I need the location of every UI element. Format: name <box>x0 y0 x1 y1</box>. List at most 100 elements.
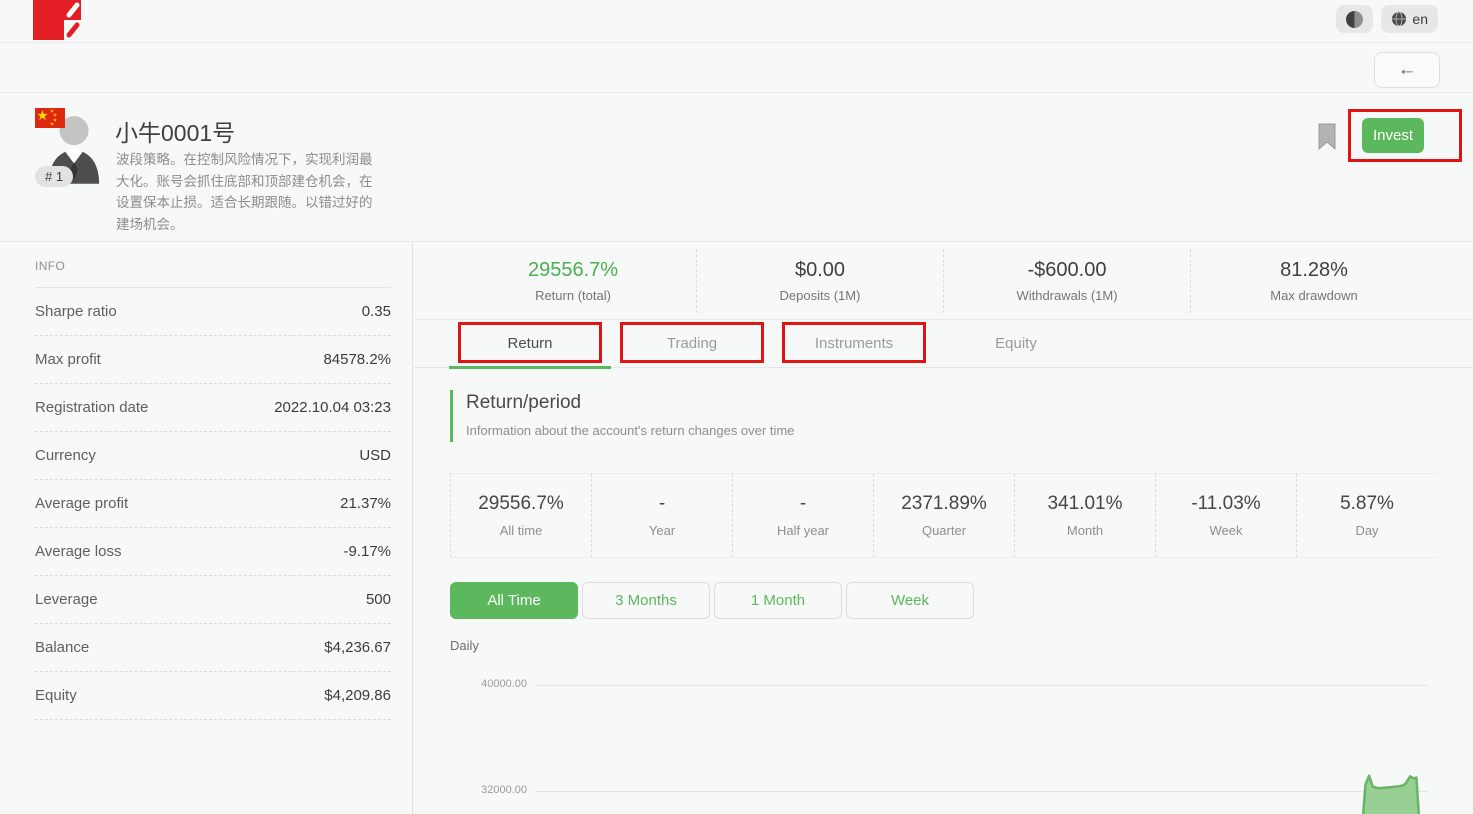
tab[interactable]: Return <box>449 320 611 369</box>
invest-button[interactable]: Invest <box>1362 118 1424 153</box>
daily-return-area-series <box>1361 774 1421 814</box>
info-row-label: Leverage <box>35 591 98 608</box>
info-row: Registration date 2022.10.04 03:23 <box>35 384 391 432</box>
period-stat-label: Month <box>1066 523 1104 538</box>
info-row-value: 21.37% <box>340 495 391 512</box>
info-row-value: 2022.10.04 03:23 <box>274 399 391 416</box>
period-stat-label: Day <box>1355 523 1379 538</box>
rank-badge: # 1 <box>35 166 74 187</box>
summary-stat-value: 29556.7% <box>527 258 619 281</box>
period-stat-label: Quarter <box>921 523 967 538</box>
info-rows: Sharpe ratio 0.35 Max profit 84578.2% Re… <box>35 288 391 720</box>
period-stats-row: 29556.7% All time - Year - Half year 237… <box>450 473 1437 558</box>
info-row-value: $4,236.67 <box>324 639 391 656</box>
bookmark-icon[interactable] <box>1317 123 1337 150</box>
period-stat-value: 29556.7% <box>478 493 564 514</box>
range-filter-button[interactable]: All Time <box>450 582 578 619</box>
gridline <box>535 791 1428 792</box>
info-row-value: 84578.2% <box>323 351 391 368</box>
period-stat-label: Week <box>1209 523 1243 538</box>
avatar: # 1 <box>35 108 107 190</box>
language-button[interactable]: en <box>1381 5 1438 33</box>
section-header: Return/period Information about the acco… <box>450 390 1437 442</box>
divider <box>35 287 391 288</box>
period-stat-label: All time <box>499 523 543 538</box>
language-label: en <box>1412 11 1428 27</box>
info-row-label: Average loss <box>35 543 122 560</box>
info-row-label: Balance <box>35 639 90 656</box>
info-row: Average loss -9.17% <box>35 528 391 576</box>
period-stat: 5.87% Day <box>1296 474 1437 557</box>
summary-stat: 81.28% Max drawdown <box>1190 248 1437 313</box>
brand-logo-icon[interactable] <box>33 0 81 40</box>
profile-header: # 1 小牛0001号 波段策略。在控制风险情况下，实现利润最大化。账号会抓住底… <box>0 93 1473 242</box>
globe-icon <box>1392 11 1407 27</box>
info-row-value: USD <box>359 447 391 464</box>
period-stat-value: - <box>799 493 807 514</box>
info-panel-title: INFO <box>35 259 66 273</box>
range-filter-button[interactable]: Week <box>846 582 974 619</box>
summary-stat-label: Deposits (1M) <box>779 287 861 303</box>
y-axis-tick: 40000.00 <box>481 678 527 690</box>
summary-stat-value: -$600.00 <box>1027 258 1107 281</box>
info-row-label: Equity <box>35 687 77 704</box>
period-stat: 29556.7% All time <box>450 474 591 557</box>
top-bar: en <box>0 0 1473 43</box>
info-row-value: 500 <box>365 591 391 608</box>
summary-stat-label: Max drawdown <box>1270 287 1358 303</box>
info-panel: INFO Sharpe ratio 0.35 Max profit 84578.… <box>0 242 413 814</box>
summary-stat: 29556.7% Return (total) <box>450 249 696 313</box>
theme-toggle-button[interactable] <box>1336 5 1374 33</box>
tab[interactable]: Trading <box>611 320 773 367</box>
back-button[interactable]: ← <box>1374 52 1440 88</box>
period-stat-value: -11.03% <box>1191 493 1261 514</box>
period-stat: - Half year <box>732 474 873 557</box>
period-stat-label: Half year <box>776 523 830 538</box>
main-panel: 29556.7% Return (total) $0.00 Deposits (… <box>414 242 1473 814</box>
period-stat: - Year <box>591 474 732 557</box>
info-row-value: 0.35 <box>361 303 391 320</box>
summary-stat: -$600.00 Withdrawals (1M) <box>943 248 1190 313</box>
summary-stat-label: Return (total) <box>535 287 611 303</box>
back-bar: ← <box>0 43 1473 93</box>
info-row-value: -9.17% <box>343 543 391 560</box>
range-filter-button[interactable]: 3 Months <box>582 582 710 619</box>
account-name: 小牛0001号 <box>115 120 236 146</box>
info-row: Average profit 21.37% <box>35 480 391 528</box>
info-row: Leverage 500 <box>35 576 391 624</box>
china-flag-icon <box>35 108 65 128</box>
summary-stat: $0.00 Deposits (1M) <box>696 248 943 313</box>
info-row-label: Sharpe ratio <box>35 303 117 320</box>
info-row-label: Max profit <box>35 351 101 368</box>
section-title: Return/period <box>466 392 582 413</box>
chart-frequency-label: Daily <box>450 638 479 653</box>
range-filter-row: All Time 3 Months 1 Month Week <box>450 582 974 619</box>
range-filter-button[interactable]: 1 Month <box>714 582 842 619</box>
info-row-label: Currency <box>35 447 96 464</box>
y-axis-tick: 32000.00 <box>481 784 527 796</box>
summary-stat-label: Withdrawals (1M) <box>1016 287 1118 303</box>
period-stat-value: 341.01% <box>1047 493 1123 514</box>
period-stat: 341.01% Month <box>1014 474 1155 557</box>
info-row: Balance $4,236.67 <box>35 624 391 672</box>
period-stat: 2371.89% Quarter <box>873 474 1014 557</box>
period-stat-label: Year <box>648 523 676 538</box>
info-row-label: Registration date <box>35 399 149 416</box>
info-row: Equity $4,209.86 <box>35 672 391 720</box>
period-stat-value: 2371.89% <box>901 493 987 514</box>
info-row: Sharpe ratio 0.35 <box>35 288 391 336</box>
divider <box>414 319 1473 320</box>
summary-stat-value: $0.00 <box>794 258 846 281</box>
summary-stat-value: 81.28% <box>1280 258 1348 281</box>
info-row-value: $4,209.86 <box>324 687 391 704</box>
contrast-icon <box>1346 10 1364 28</box>
tab[interactable]: Equity <box>995 335 1037 352</box>
info-row-label: Average profit <box>35 495 129 512</box>
period-stat-value: 5.87% <box>1340 493 1394 514</box>
tab[interactable]: Instruments <box>773 320 935 367</box>
tab-bar: Return Trading Instruments Equity <box>414 320 1473 369</box>
account-description: 波段策略。在控制风险情况下，实现利润最大化。账号会抓住底部和顶部建仓机会，在设置… <box>116 152 373 232</box>
summary-stats-row: 29556.7% Return (total) $0.00 Deposits (… <box>450 242 1437 319</box>
section-subtitle: Information about the account's return c… <box>466 423 795 438</box>
return-chart: 40000.00 32000.00 <box>414 660 1473 814</box>
